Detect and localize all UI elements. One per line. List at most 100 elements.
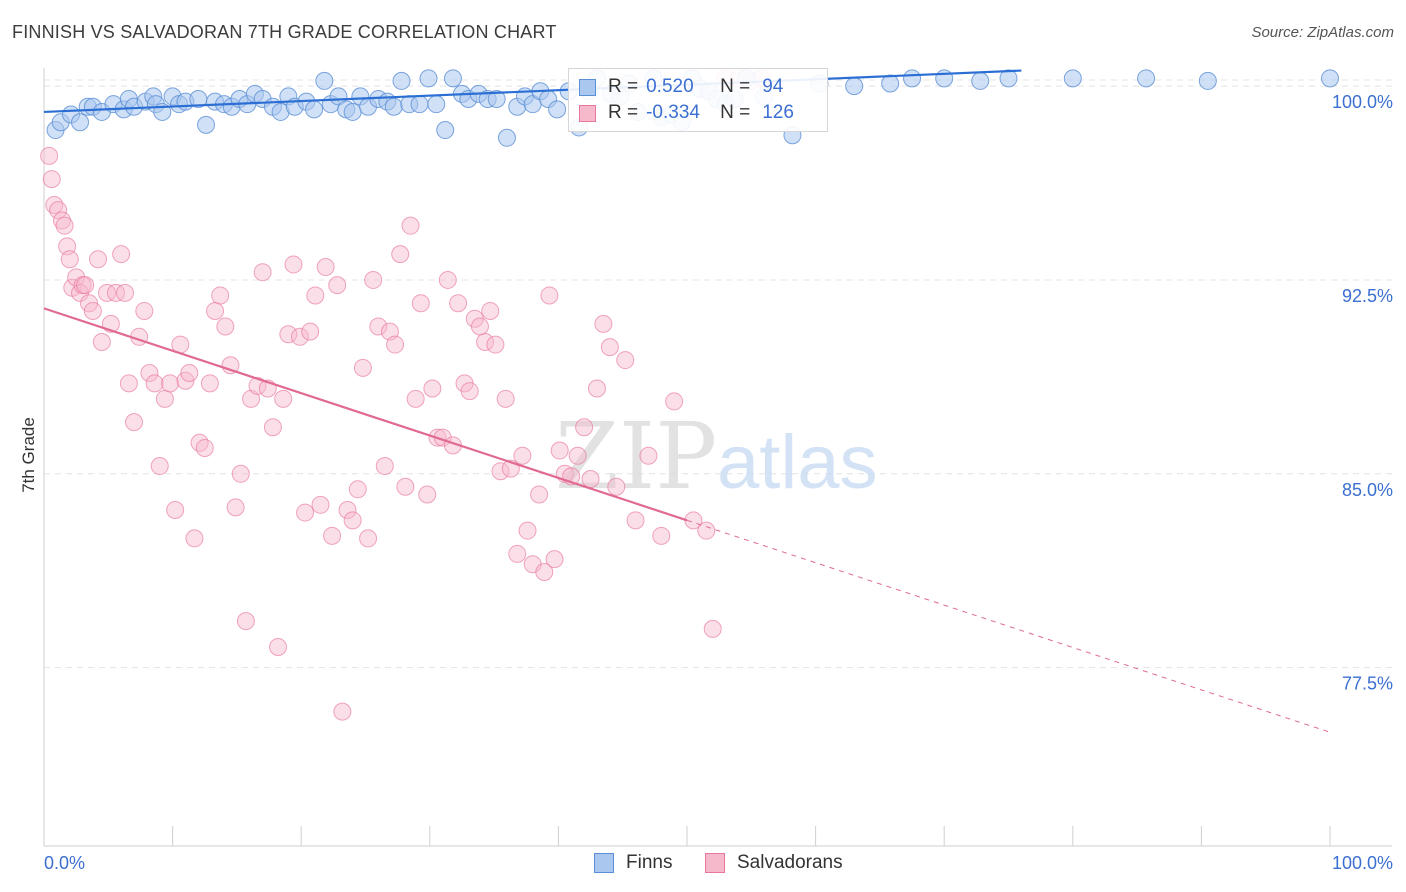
salvadoran-point [200, 374, 219, 393]
salvadoran-point [98, 283, 117, 302]
finn-point [881, 74, 900, 93]
salvadoran-point [206, 301, 225, 320]
finn-point [903, 69, 922, 88]
salvadoran-point [161, 374, 180, 393]
salvadoran-point [587, 379, 606, 398]
salvadoran-point [92, 332, 111, 351]
salvadoran-point [311, 495, 330, 514]
finn-point [1321, 69, 1339, 88]
gridlines [44, 79, 1392, 669]
legend: R = 0.520 N = 94 R = -0.334 N = 126 [568, 68, 828, 132]
salvadoran-point [119, 374, 138, 393]
salvadoran-point [290, 327, 309, 346]
y-tick-label: 85.0% [1342, 480, 1393, 500]
finn-point [419, 69, 438, 88]
finn-point [487, 90, 506, 109]
watermark-zip: ZIP [555, 403, 717, 510]
salvadoran-point [513, 446, 532, 465]
salvadorans-legend-swatch [705, 853, 725, 873]
finn-point [1137, 69, 1156, 88]
salvadoran-point [491, 462, 510, 481]
salvadoran-point [396, 477, 415, 496]
salvadorans-points [40, 69, 771, 721]
salvadoran-point [323, 526, 342, 545]
salvadoran-point [626, 511, 645, 530]
salvadorans-trend-line [43, 307, 688, 522]
salvadoran-point [423, 379, 442, 398]
salvadoran-point [135, 301, 154, 320]
salvadoran-point [60, 250, 79, 269]
finn-point [315, 71, 334, 90]
salvadoran-point [359, 529, 378, 548]
salvadoran-point [540, 286, 559, 305]
salvadoran-point [76, 276, 95, 295]
salvadoran-point [486, 335, 505, 354]
salvadoran-point [166, 500, 185, 519]
axes [43, 68, 1392, 847]
salvadoran-point [112, 245, 131, 264]
salvadoran-point [703, 619, 722, 638]
legend-r-label: R = [608, 76, 639, 97]
finn-point [71, 113, 90, 132]
salvadoran-point [616, 351, 635, 370]
salvadoran-point [236, 612, 255, 631]
salvadoran-point [279, 325, 298, 344]
finns-legend-swatch [594, 853, 614, 873]
legend-n-label: N = [720, 76, 751, 97]
trend-lines [43, 69, 1331, 733]
salvadoran-point [155, 389, 174, 408]
salvadoran-point [550, 441, 569, 460]
salvadoran-point [470, 317, 489, 336]
salvadoran-point [406, 389, 425, 408]
bottom-legend-finns: Finns [594, 852, 672, 874]
salvadoran-point [145, 374, 164, 393]
salvadoran-point [301, 322, 320, 341]
salvadoran-point [545, 550, 564, 569]
salvadoran-point [195, 438, 214, 457]
axis-labels: 77.5% 85.0% 92.5% 100.0% 0.0% 100.0% 7th Grade [19, 92, 1393, 873]
salvadoran-point [231, 464, 250, 483]
salvadorans-r-value: -0.334 [646, 102, 700, 123]
finn-point [427, 95, 446, 114]
salvadoran-point [508, 544, 527, 563]
salvadoran-point [211, 286, 230, 305]
salvadorans-trend-extension [686, 519, 1331, 733]
salvadoran-point [42, 170, 61, 189]
finns-swatch [579, 78, 596, 96]
x-tick-label-min: 0.0% [44, 853, 85, 873]
finn-point [1063, 69, 1082, 88]
finn-point [1198, 71, 1217, 90]
salvadoran-point [53, 211, 72, 230]
salvadoran-point [316, 258, 335, 277]
y-tick-label: 100.0% [1332, 92, 1393, 112]
salvadoran-point [665, 392, 684, 411]
salvadoran-point [530, 485, 549, 504]
salvadoran-point [338, 500, 357, 519]
source-credit: Source: ZipAtlas.com [1251, 24, 1394, 41]
salvadoran-point [460, 382, 479, 401]
salvadoran-point [391, 245, 410, 264]
finns-trend-line [43, 69, 1022, 114]
salvadoran-point [253, 263, 272, 282]
salvadoran-point [639, 446, 658, 465]
salvadoran-point [411, 294, 430, 313]
watermark: ZIP atlas [555, 403, 878, 510]
bottom-legend-salvadorans: Salvadorans [705, 852, 843, 874]
salvadoran-point [226, 498, 245, 517]
y-tick-label: 77.5% [1342, 674, 1393, 694]
chart-title: FINNISH VS SALVADORAN 7TH GRADE CORRELAT… [12, 22, 557, 42]
finn-point [305, 100, 324, 119]
salvadoran-point [40, 146, 59, 165]
finn-point [443, 69, 462, 88]
salvadoran-point [375, 457, 394, 476]
x-tick-label-max: 100.0% [1332, 853, 1393, 873]
finn-point [845, 77, 864, 96]
salvadoran-point [535, 563, 554, 582]
salvadoran-point [116, 283, 135, 302]
salvadoran-point [600, 338, 619, 357]
salvadoran-point [364, 270, 383, 289]
salvadoran-point [369, 317, 388, 336]
salvadoran-point [343, 511, 362, 530]
finn-point [392, 71, 411, 90]
